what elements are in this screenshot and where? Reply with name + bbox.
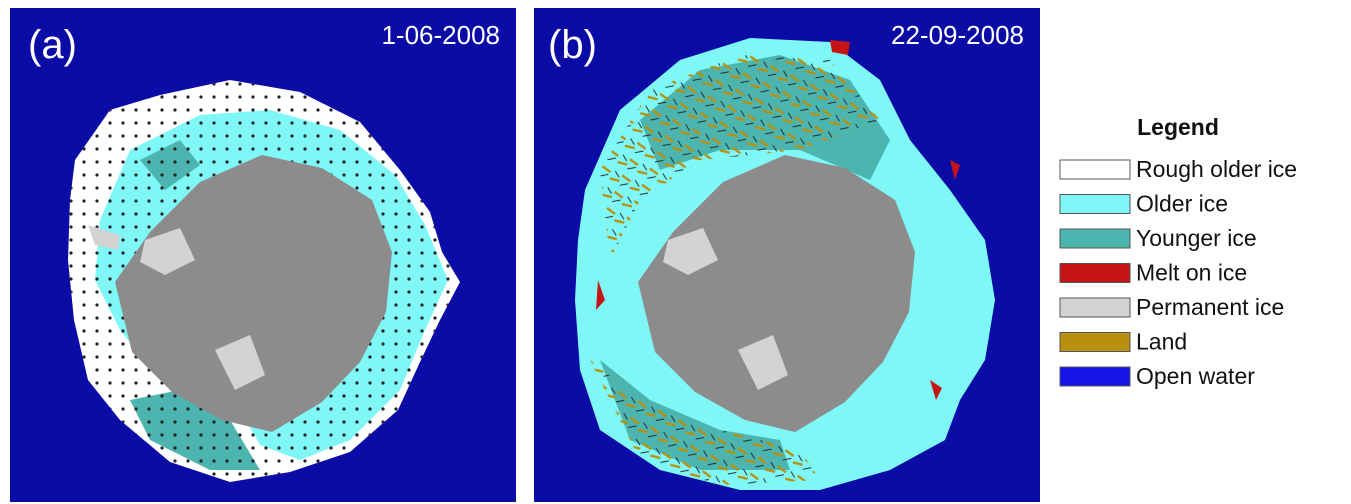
legend-label: Younger ice	[1136, 225, 1257, 251]
legend-swatch	[1060, 333, 1130, 352]
figure: (a) 1-06-2008 (b) 22-09-2008 Legend Roug…	[0, 0, 1351, 504]
panel-date: 1-06-2008	[381, 20, 500, 50]
legend: Legend Rough older ice Older ice Younger i…	[1060, 114, 1297, 389]
legend-label: Permanent ice	[1136, 294, 1284, 320]
panel-b: (b) 22-09-2008	[534, 8, 1040, 502]
panel-a: (a) 1-06-2008	[10, 8, 516, 502]
panel-label: (b)	[548, 23, 597, 67]
legend-title: Legend	[1137, 114, 1219, 140]
legend-label: Older ice	[1136, 191, 1228, 217]
panel-label: (a)	[28, 23, 77, 67]
legend-label: Rough older ice	[1136, 156, 1297, 182]
legend-swatch	[1060, 264, 1130, 283]
panel-date: 22-09-2008	[891, 20, 1024, 50]
legend-swatch	[1060, 160, 1130, 179]
legend-swatch	[1060, 298, 1130, 317]
legend-swatch	[1060, 195, 1130, 214]
legend-swatch	[1060, 367, 1130, 386]
legend-label: Land	[1136, 329, 1187, 355]
legend-swatch	[1060, 229, 1130, 248]
legend-label: Melt on ice	[1136, 260, 1247, 286]
page: (a) 1-06-2008 (b) 22-09-2008 Legend Roug…	[0, 0, 1351, 504]
legend-label: Open water	[1136, 363, 1255, 389]
